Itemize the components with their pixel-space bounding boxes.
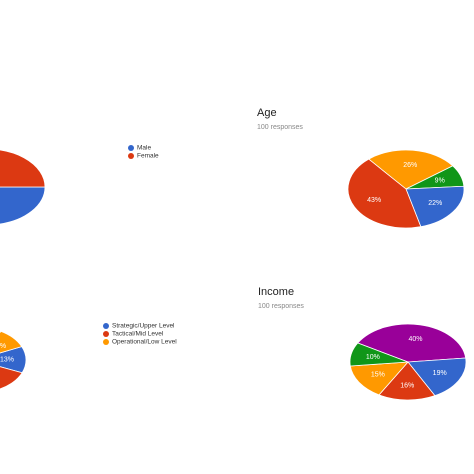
pie-slice: [0, 330, 23, 354]
pie-slice: [0, 330, 23, 390]
legend-label: Tactical/Mid Level: [112, 331, 164, 338]
pie-slice: [0, 149, 46, 188]
pie-slice: [368, 149, 454, 190]
legend-label: Male: [137, 145, 151, 152]
legend-label: Operational/Low Level: [112, 339, 177, 346]
chart-title: Age: [257, 107, 277, 119]
legend-label: Strategic/Upper Level: [112, 323, 175, 330]
slice-label: 10%: [366, 354, 380, 361]
slice-label: 43%: [367, 197, 381, 204]
slice-label: 40%: [408, 336, 422, 343]
slice-label: 15%: [371, 372, 385, 379]
chart-title: Income: [258, 286, 294, 298]
pie-slice: [357, 323, 467, 363]
legend-swatch: [103, 339, 109, 345]
pie-slice: [407, 357, 467, 397]
pie-slice: [405, 185, 465, 228]
slice-label: 22%: [428, 200, 442, 207]
pie-slice: [378, 361, 436, 401]
chart-subtitle: 100 responses: [257, 124, 303, 131]
slice-label: 26%: [403, 162, 417, 169]
pie-slice: [349, 361, 409, 396]
slice-label: 9%: [435, 177, 445, 184]
pie-slice: [349, 342, 409, 367]
pie-slice: [0, 186, 46, 225]
slice-label: 16%: [400, 382, 414, 389]
legend-swatch: [103, 323, 109, 329]
legend-swatch: [128, 153, 134, 159]
legend-swatch: [103, 331, 109, 337]
slice-label: 10%: [0, 343, 6, 350]
slice-label: 13%: [0, 357, 14, 364]
slice-label: 19%: [433, 370, 447, 377]
chart-subtitle: 100 responses: [258, 303, 304, 310]
pie-slice: [347, 158, 422, 229]
legend-swatch: [128, 145, 134, 151]
legend-label: Female: [137, 153, 159, 160]
